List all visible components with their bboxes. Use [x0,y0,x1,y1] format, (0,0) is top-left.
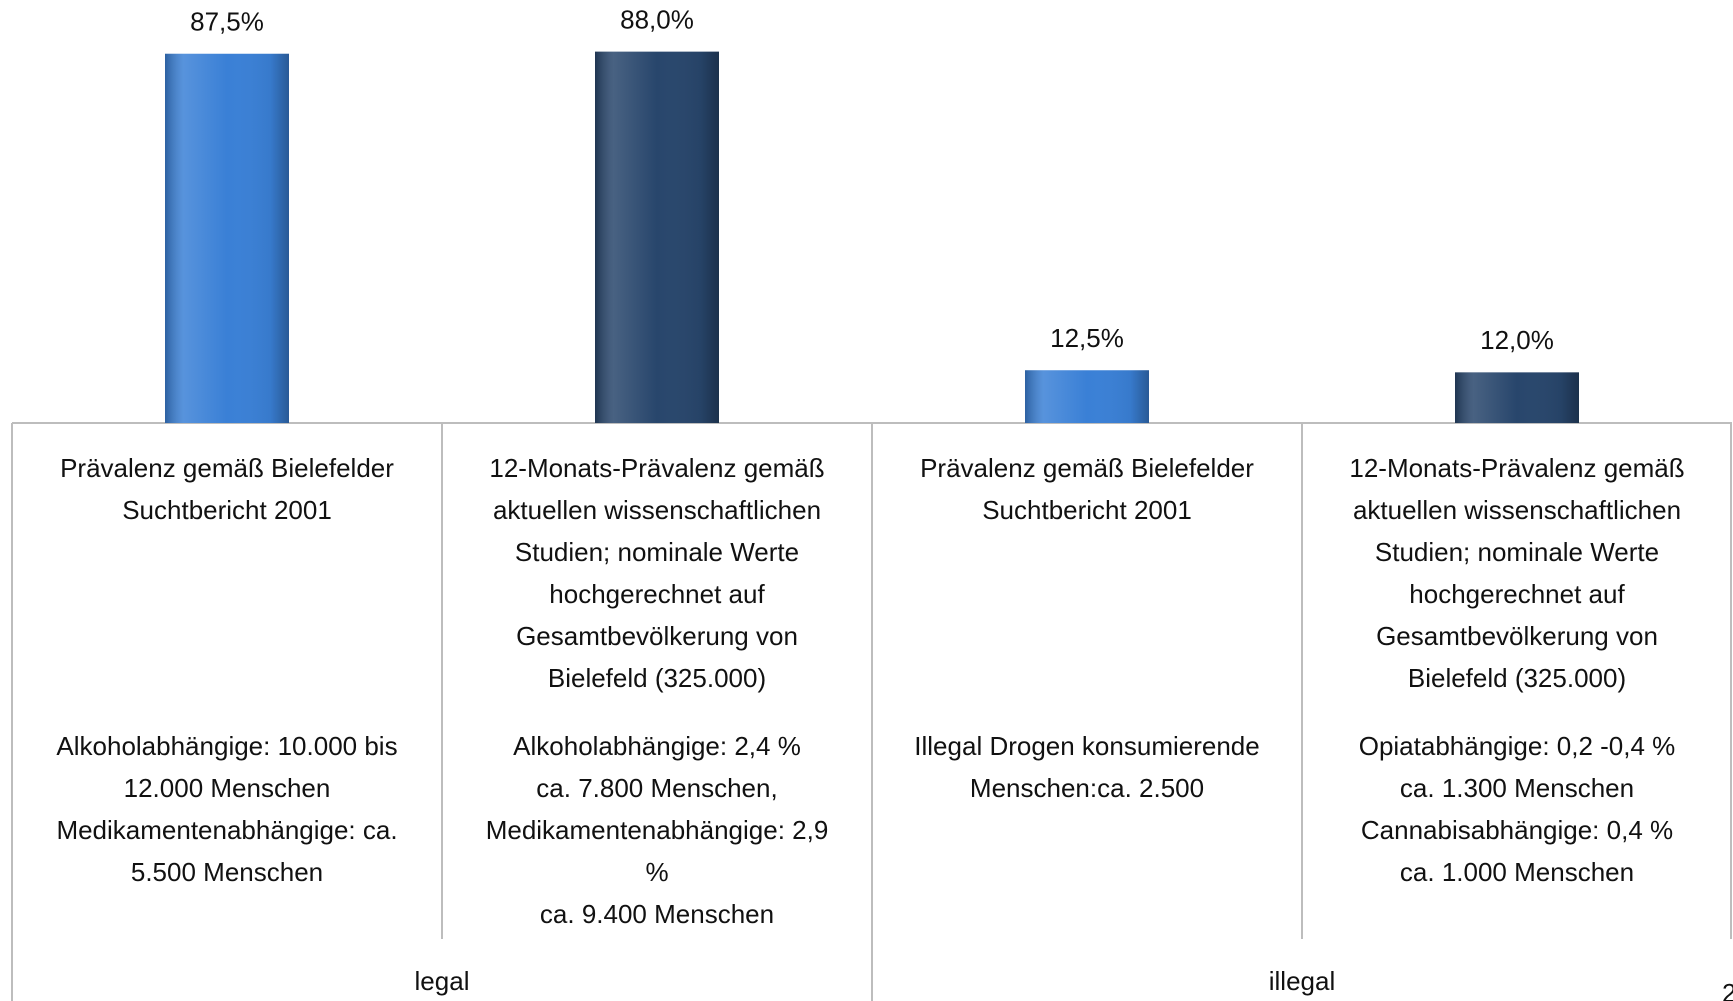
page-number: 2 [1722,978,1733,1001]
category-label: Studien; nominale Werte [515,537,799,567]
bar-shade [1025,370,1149,423]
category-label: Prävalenz gemäß Bielefelder [920,453,1254,483]
category-detail: ca. 1.000 Menschen [1400,857,1634,887]
category-label: 12-Monats-Prävalenz gemäß [489,453,824,483]
category-label: Gesamtbevölkerung von [1376,621,1658,651]
category-detail: Illegal Drogen konsumierende [914,731,1259,761]
group-label: illegal [1269,966,1336,996]
value-label: 88,0% [620,5,694,35]
category-label: Suchtbericht 2001 [122,495,332,525]
value-label: 12,5% [1050,323,1124,353]
bar-shade [1455,372,1579,423]
category-detail: ca. 9.400 Menschen [540,899,774,929]
category-detail: 5.500 Menschen [131,857,323,887]
category-label: Prävalenz gemäß Bielefelder [60,453,394,483]
category-label: Suchtbericht 2001 [982,495,1192,525]
value-label: 87,5% [190,7,264,37]
category-label: 12-Monats-Prävalenz gemäß [1349,453,1684,483]
category-detail: % [645,857,668,887]
category-detail: Alkoholabhängige: 10.000 bis [56,731,397,761]
category-detail: Medikamentenabhängige: 2,9 [486,815,829,845]
category-label: hochgerechnet auf [549,579,765,609]
category-label: aktuellen wissenschaftlichen [493,495,821,525]
category-detail: Opiatabhängige: 0,2 -0,4 % [1359,731,1676,761]
category-detail: Menschen:ca. 2.500 [970,773,1204,803]
category-detail: Alkoholabhängige: 2,4 % [513,731,801,761]
category-label: Gesamtbevölkerung von [516,621,798,651]
category-detail: Medikamentenabhängige: ca. [56,815,397,845]
category-detail: ca. 1.300 Menschen [1400,773,1634,803]
category-label: Studien; nominale Werte [1375,537,1659,567]
category-label: Bielefeld (325.000) [548,663,766,693]
bar-shade [165,53,289,423]
category-detail: 12.000 Menschen [124,773,331,803]
category-detail: ca. 7.800 Menschen, [536,773,777,803]
category-label: aktuellen wissenschaftlichen [1353,495,1681,525]
value-label: 12,0% [1480,325,1554,355]
category-label: hochgerechnet auf [1409,579,1625,609]
category-detail: Cannabisabhängige: 0,4 % [1361,815,1673,845]
group-label: legal [415,966,470,996]
bar-shade [595,51,719,423]
category-label: Bielefeld (325.000) [1408,663,1626,693]
